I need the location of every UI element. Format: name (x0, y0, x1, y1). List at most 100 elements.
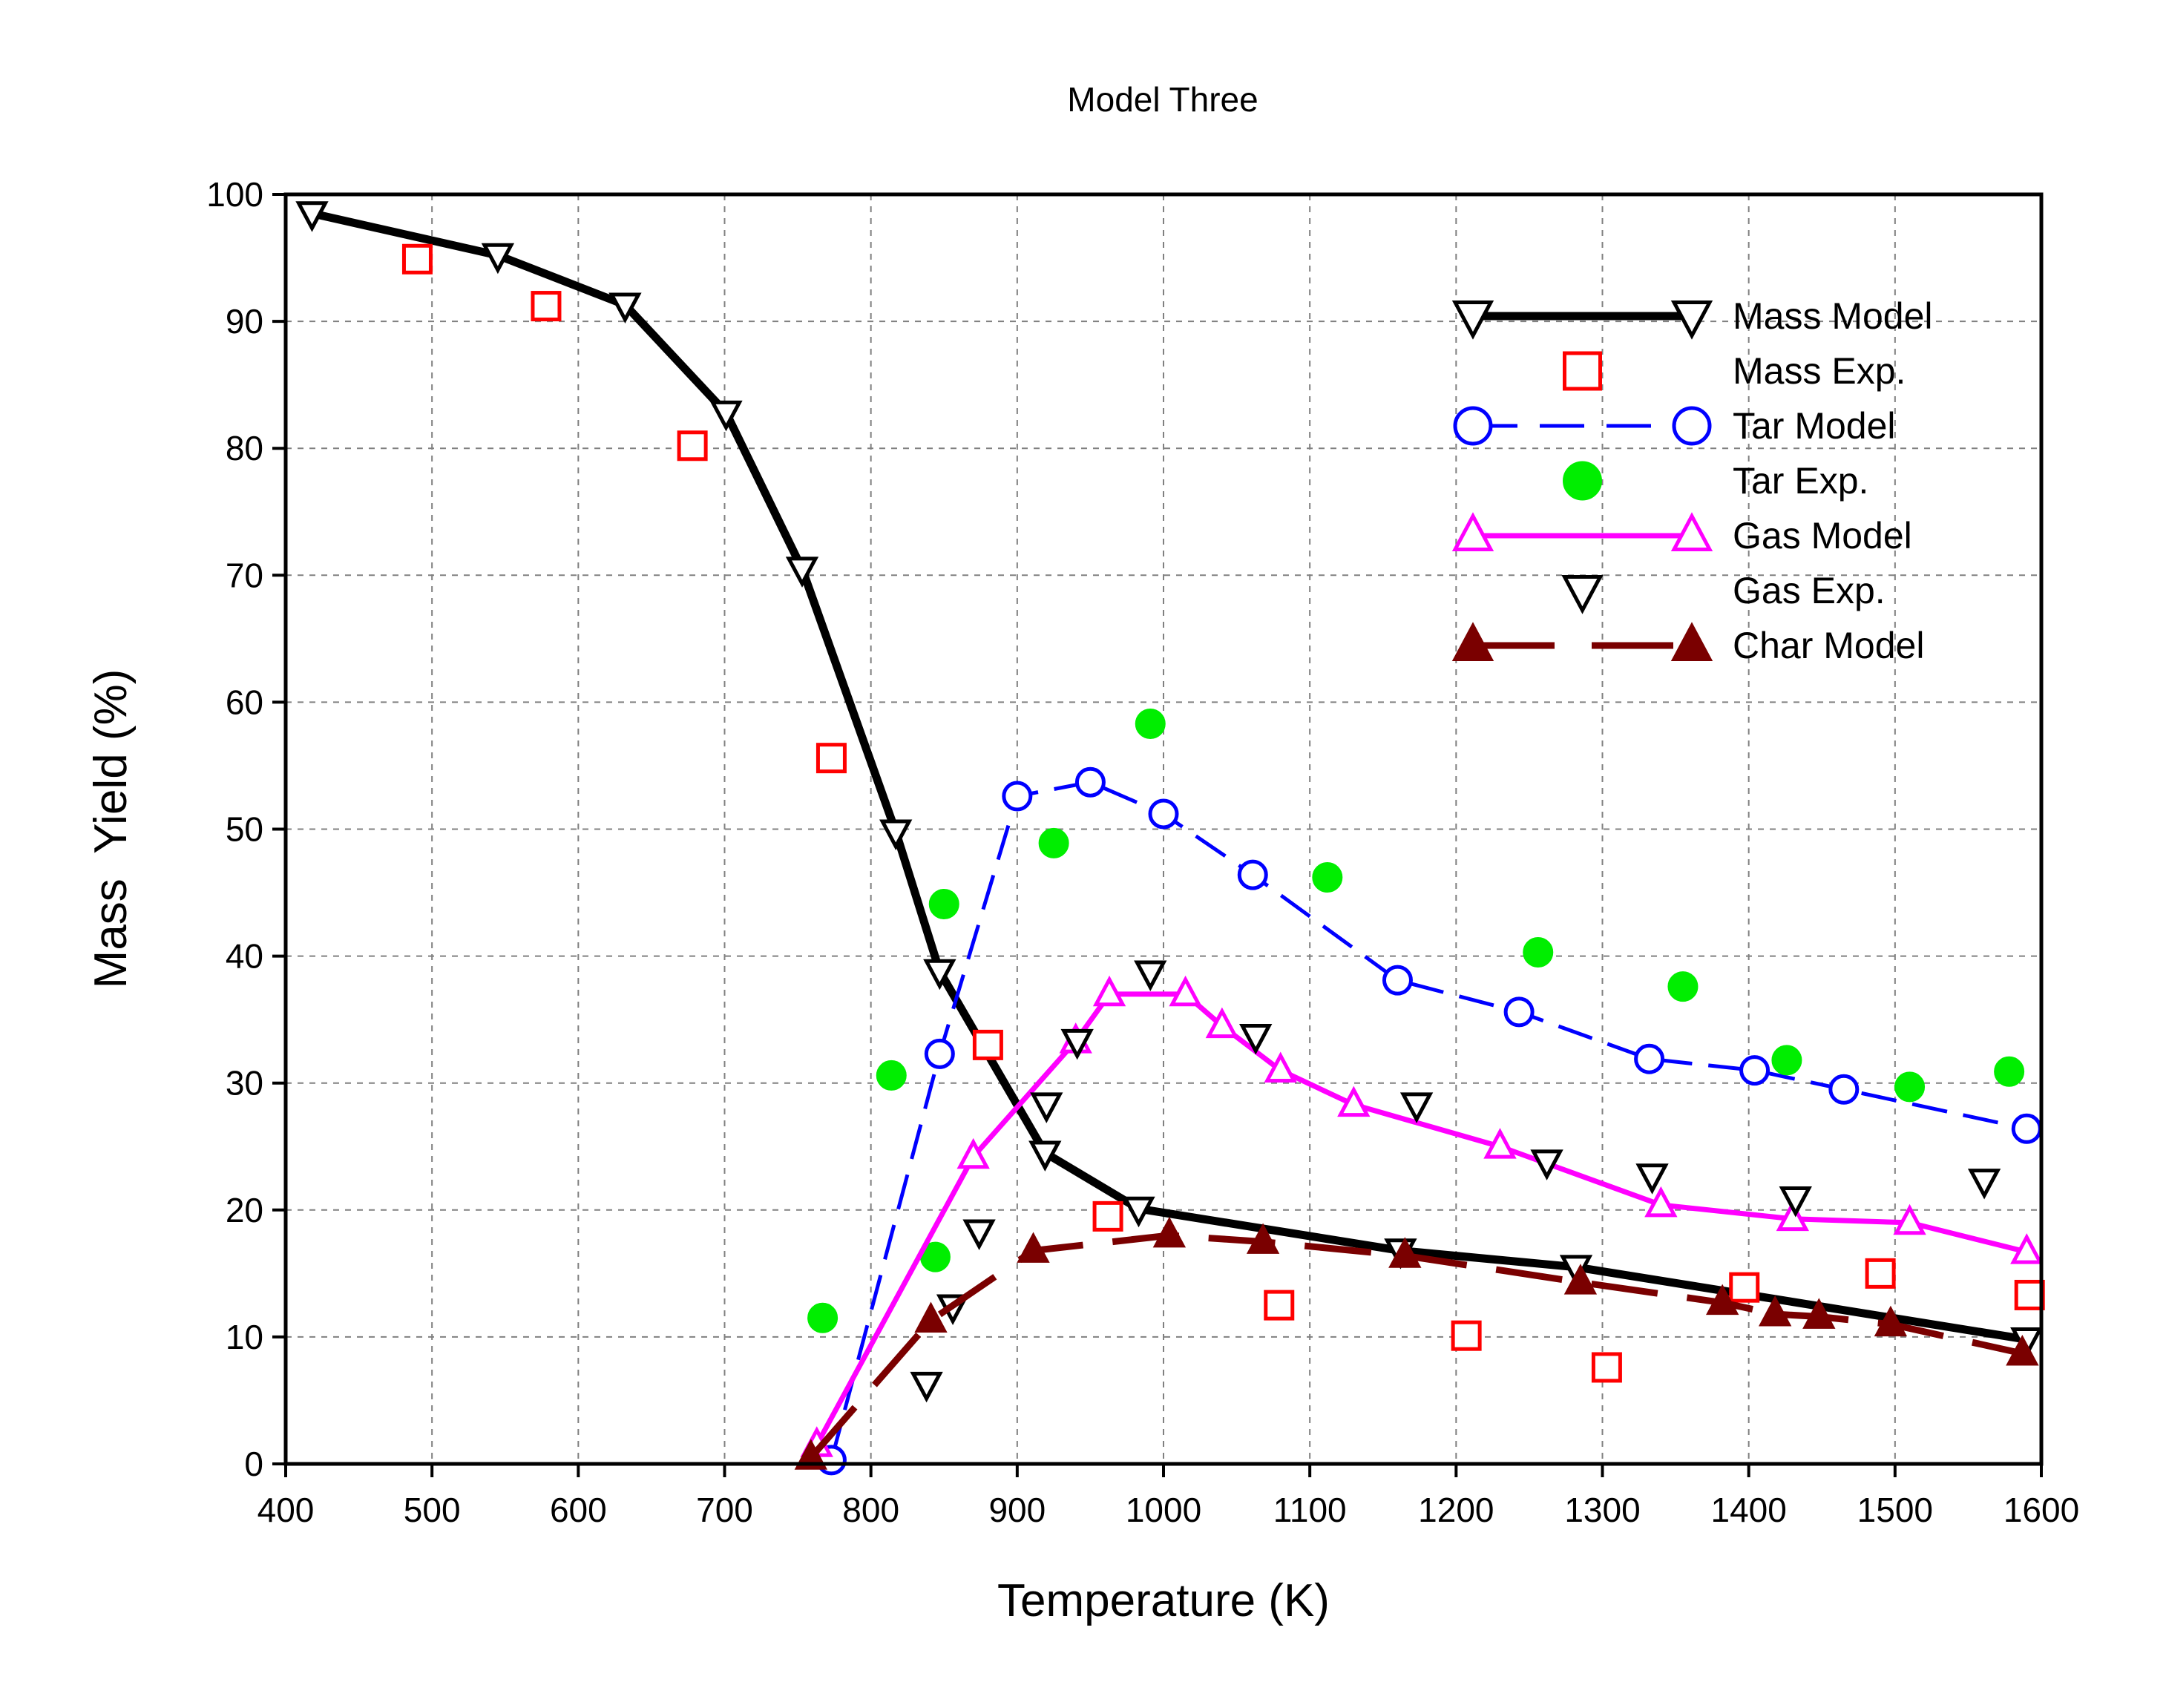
data-point-tar_model (2011, 1113, 2042, 1144)
data-point-mass_exp (1451, 1320, 1482, 1351)
x-axis-ticks: 400 500 600 700 800 900 1000 1100 1200 1300 1400 15… (257, 1464, 2079, 1529)
data-point-char_model (1388, 1237, 1422, 1268)
series-tar_exp (807, 708, 2025, 1333)
data-point-gas_model (2010, 1233, 2044, 1264)
data-point-tar_model (1382, 965, 1413, 996)
legend-label: Tar Exp. (1733, 460, 1868, 502)
series-layer (295, 201, 2045, 1476)
data-point-gas_exp (1239, 1024, 1273, 1055)
data-point-tar_model (1237, 859, 1268, 890)
data-point-char_model (1152, 1216, 1187, 1248)
data-point-mass_model (879, 819, 913, 851)
y-tick-label: 0 (244, 1445, 263, 1483)
legend-label: Mass Model (1733, 295, 1933, 337)
data-point-mass_exp (972, 1029, 1003, 1060)
x-tick-label: 1000 (1126, 1491, 1201, 1529)
data-point-char_model (1017, 1232, 1050, 1263)
data-point-tar_model (1503, 996, 1535, 1028)
data-point-gas_exp (1134, 960, 1167, 991)
legend-item-gas_model: Gas Model (1451, 512, 1912, 556)
data-point-gas_exp (1060, 1028, 1094, 1060)
data-point-gas_model (1205, 1007, 1239, 1039)
data-point-tar_model (1739, 1055, 1770, 1086)
x-tick-label: 500 (404, 1491, 461, 1529)
data-point-mass_model (1028, 1140, 1062, 1172)
legend-item-char_model: Char Model (1451, 622, 1924, 666)
data-point-gas_model (956, 1137, 990, 1169)
data-point-char_model (1706, 1284, 1739, 1316)
legend-marker (1453, 406, 1493, 446)
legend-marker (1451, 622, 1494, 661)
y-tick-label: 70 (226, 556, 263, 594)
data-point-mass_exp (2014, 1279, 2045, 1310)
y-axis-ticks: 0 10 20 30 40 50 60 70 80 90 100 (206, 175, 286, 1483)
data-point-tar_model (1074, 766, 1106, 798)
data-point-tar_exp (1038, 827, 1069, 858)
data-point-mass_model (709, 400, 743, 432)
data-point-tar_exp (1523, 936, 1554, 968)
data-point-tar_exp (1894, 1071, 1926, 1103)
y-tick-label: 40 (226, 937, 263, 976)
data-point-char_model (2006, 1335, 2039, 1366)
data-point-gas_model (1337, 1085, 1371, 1117)
series-mass_exp (401, 243, 2045, 1383)
data-point-char_model (1874, 1305, 1908, 1337)
legend-marker (1451, 512, 1494, 551)
y-tick-label: 10 (226, 1318, 263, 1356)
x-tick-label: 1600 (2003, 1491, 2079, 1529)
legend-marker (1670, 300, 1713, 340)
y-tick-label: 20 (226, 1191, 263, 1229)
legend-marker (1672, 406, 1712, 446)
series-line-mass_model (311, 209, 2028, 1344)
data-point-mass_model (923, 959, 956, 991)
x-tick-label: 600 (550, 1491, 607, 1529)
data-point-gas_exp (910, 1371, 943, 1403)
data-point-tar_exp (919, 1241, 951, 1272)
legend-marker (1451, 300, 1494, 340)
data-point-mass_exp (1092, 1200, 1123, 1232)
data-point-mass_model (295, 201, 329, 232)
data-point-mass_model (1122, 1196, 1155, 1228)
series-mass_model (295, 201, 2044, 1359)
data-point-mass_exp (531, 291, 562, 322)
data-point-char_model (1246, 1223, 1280, 1254)
legend-label: Char Model (1733, 625, 1924, 666)
y-tick-label: 50 (226, 810, 263, 849)
data-point-gas_model (1776, 1200, 1809, 1232)
data-point-tar_exp (1771, 1045, 1802, 1076)
data-point-gas_model (1092, 975, 1126, 1007)
legend-item-tar_exp: Tar Exp. (1563, 460, 1868, 502)
data-point-gas_model (1644, 1186, 1678, 1218)
series-tar_model (815, 766, 2042, 1476)
x-tick-label: 900 (988, 1491, 1046, 1529)
legend-item-tar_model: Tar Model (1453, 405, 1896, 447)
data-point-mass_exp (815, 743, 847, 774)
legend-label: Tar Model (1733, 405, 1896, 447)
legend-marker (1670, 512, 1713, 551)
series-line-char_model (808, 1232, 2024, 1460)
y-tick-label: 90 (226, 302, 263, 341)
data-point-tar_exp (1135, 708, 1166, 739)
data-point-mass_exp (1591, 1352, 1622, 1383)
legend-item-gas_exp: Gas Exp. (1561, 570, 1886, 614)
legend-item-mass_model: Mass Model (1451, 295, 1933, 340)
legend-label: Gas Exp. (1733, 570, 1886, 611)
chart-title: Model Three (1067, 80, 1258, 119)
legend-marker (1561, 575, 1604, 614)
data-point-mass_model (785, 556, 819, 588)
data-point-mass_exp (677, 430, 708, 462)
y-tick-label: 30 (226, 1064, 263, 1103)
data-point-mass_exp (1865, 1258, 1896, 1289)
series-char_model (794, 1216, 2039, 1470)
data-point-mass_model (608, 292, 642, 323)
legend-label: Gas Model (1733, 515, 1912, 556)
y-axis-label: Mass Yield (%) (85, 669, 137, 989)
data-point-gas_model (1169, 975, 1202, 1007)
data-point-gas_exp (1779, 1186, 1812, 1218)
x-tick-label: 400 (257, 1491, 315, 1529)
data-point-gas_exp (1530, 1149, 1563, 1180)
data-point-mass_exp (401, 243, 433, 275)
legend: Mass Model Mass Exp. Tar Model Tar Exp. Gas … (1451, 295, 1933, 666)
